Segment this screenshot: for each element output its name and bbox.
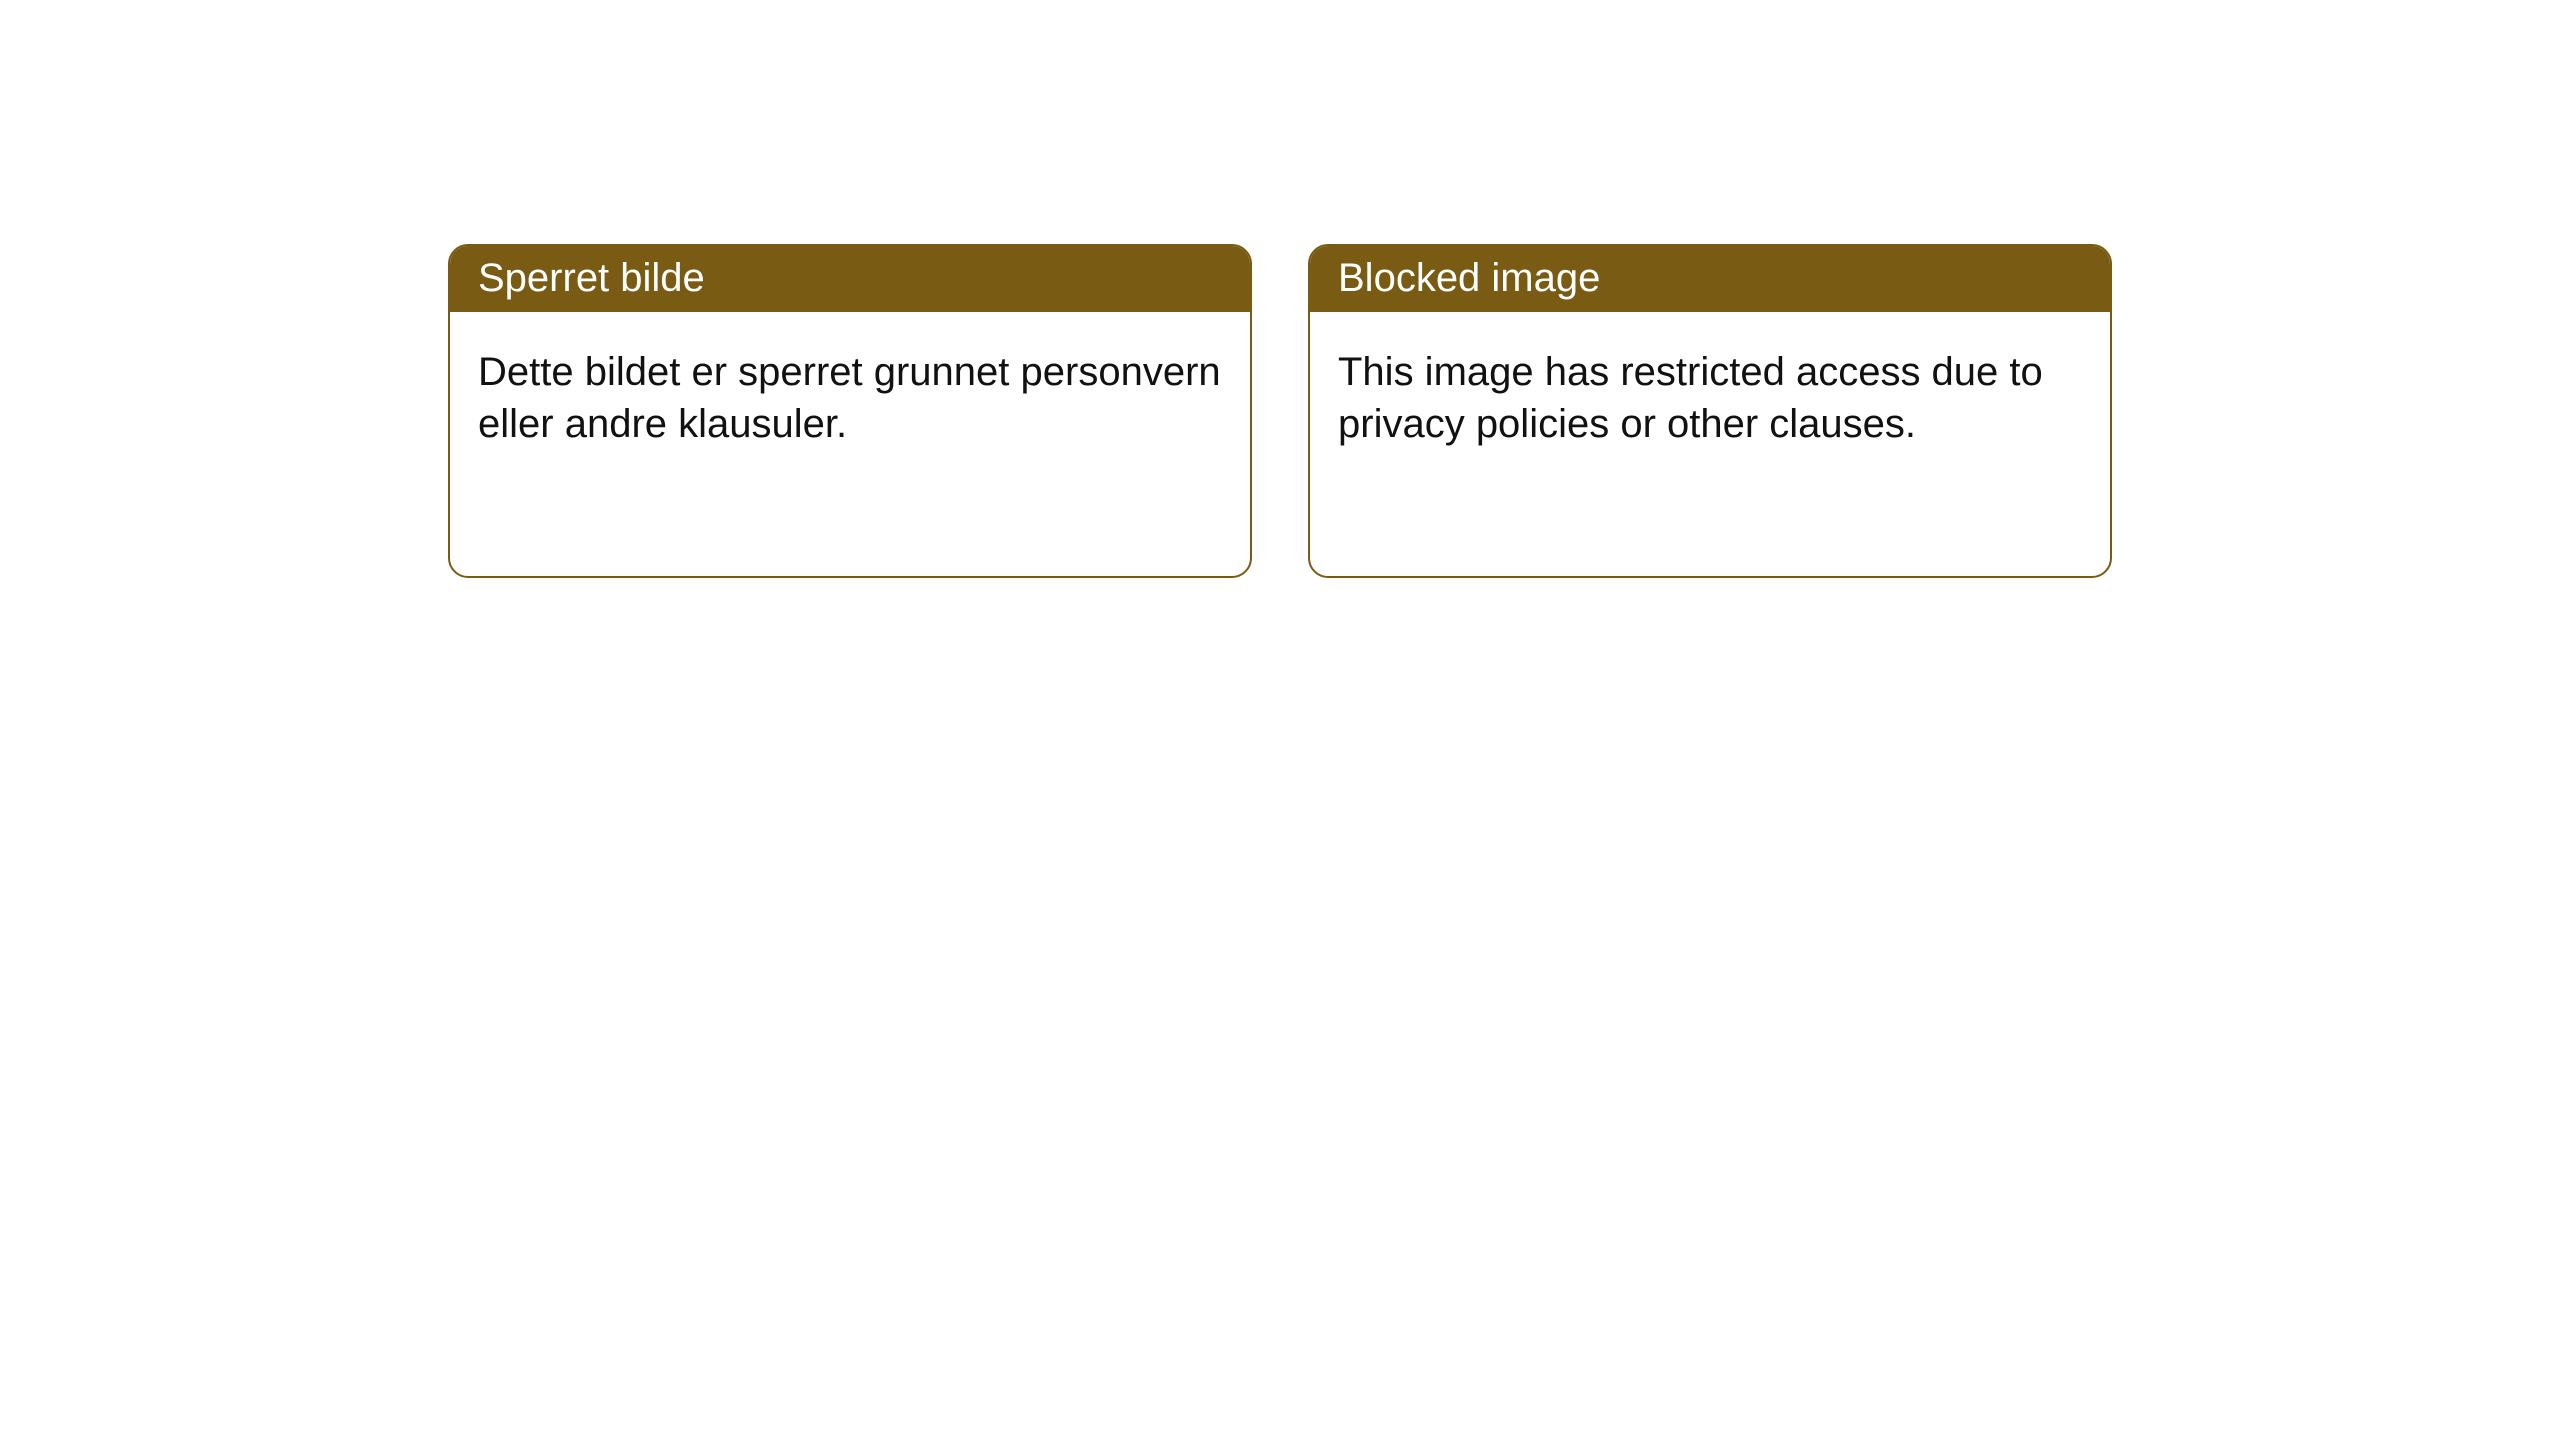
card-body: This image has restricted access due to … xyxy=(1310,312,2110,484)
blocked-image-card-english: Blocked image This image has restricted … xyxy=(1308,244,2112,578)
cards-container: Sperret bilde Dette bildet er sperret gr… xyxy=(0,0,2560,578)
blocked-image-card-norwegian: Sperret bilde Dette bildet er sperret gr… xyxy=(448,244,1252,578)
card-header-text: Blocked image xyxy=(1338,256,1600,300)
card-header-text: Sperret bilde xyxy=(478,256,705,300)
card-header: Sperret bilde xyxy=(450,246,1250,312)
card-body-text: This image has restricted access due to … xyxy=(1338,350,2043,446)
card-body: Dette bildet er sperret grunnet personve… xyxy=(450,312,1250,484)
card-body-text: Dette bildet er sperret grunnet personve… xyxy=(478,350,1221,446)
card-header: Blocked image xyxy=(1310,246,2110,312)
